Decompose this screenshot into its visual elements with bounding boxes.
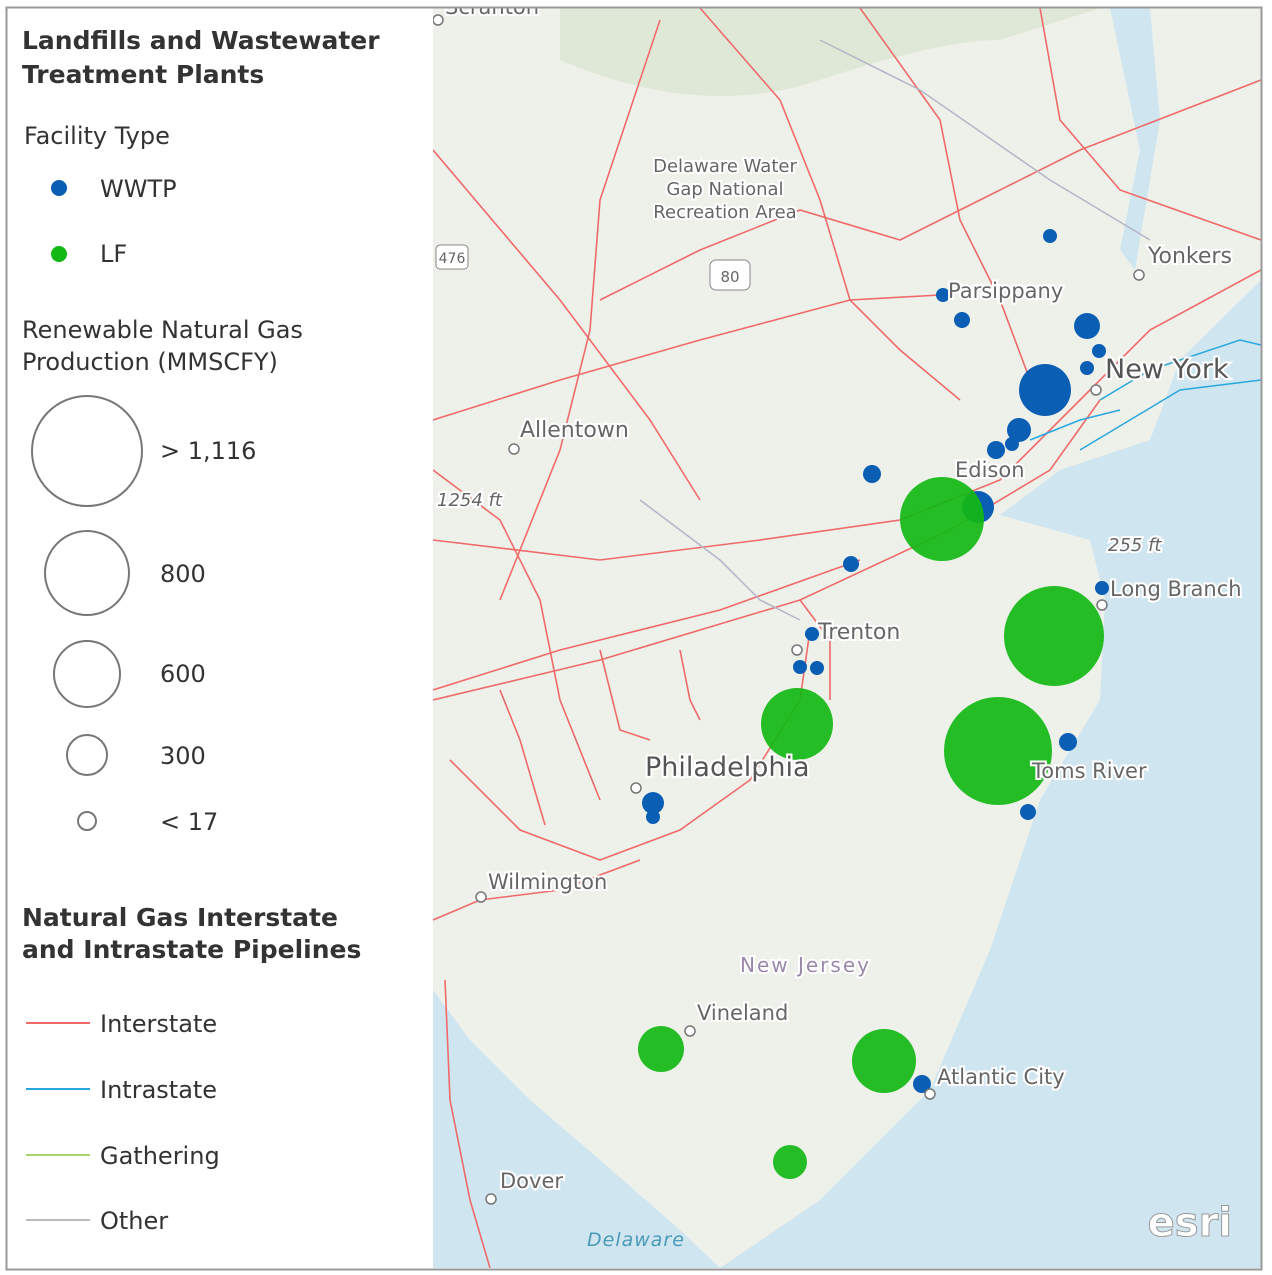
legend-item: Other	[100, 1207, 168, 1235]
lf	[773, 1145, 807, 1179]
legend-item: Gathering	[100, 1142, 220, 1170]
lf	[944, 697, 1052, 805]
wwtp	[646, 810, 660, 824]
map-label: New York	[1105, 354, 1229, 385]
map-labels: Scranton Delaware Water Gap National Rec…	[435, 0, 1244, 1251]
wwtp	[642, 792, 664, 814]
wwtp	[1007, 418, 1031, 442]
map-label: Dover	[500, 1169, 563, 1193]
wwtp	[1059, 733, 1077, 751]
legend-heading: Facility Type	[24, 122, 170, 150]
wwtp	[810, 661, 824, 675]
size-swatches	[31, 395, 143, 831]
map-label: Delaware Water	[653, 156, 797, 177]
hudson	[1110, 8, 1160, 270]
map-label: 1254 ft	[437, 490, 503, 511]
map-label: 255 ft	[1108, 535, 1162, 556]
wwtp	[954, 312, 970, 328]
map-label: Trenton	[817, 620, 900, 645]
map-label: Vineland	[697, 1001, 788, 1025]
legend-panel	[8, 8, 433, 1268]
size-label: 800	[160, 560, 206, 588]
wwtp	[1095, 581, 1109, 595]
map-label: Scranton	[445, 0, 539, 19]
map-label: Recreation Area	[653, 202, 796, 223]
frame	[5, 6, 1263, 1271]
wwtp	[1080, 361, 1094, 375]
intrastate-pipelines	[1029, 339, 1261, 451]
wwtp	[793, 660, 807, 674]
wwtp	[1020, 804, 1036, 820]
water-label: Delaware	[587, 1229, 685, 1251]
route-shield: 80	[720, 268, 739, 286]
legend-item: WWTP	[100, 175, 177, 203]
city-markers	[433, 14, 1145, 1205]
map-label: Wilmington	[488, 870, 607, 894]
legend-swatch	[51, 180, 67, 196]
lf	[1004, 586, 1104, 686]
map-label: Long Branch	[1110, 577, 1242, 601]
lf	[852, 1029, 916, 1093]
lf-facilities	[638, 477, 1104, 1179]
legend-item: Interstate	[100, 1010, 217, 1038]
map-label: Atlantic City	[937, 1065, 1065, 1089]
map-label: Gap National	[666, 179, 783, 200]
wwtp	[1043, 229, 1057, 243]
wwtp	[1005, 437, 1019, 451]
map-label: Philadelphia	[645, 752, 810, 783]
map: Scranton Delaware Water Gap National Rec…	[433, 0, 1261, 1268]
delaware-bay	[433, 990, 720, 1268]
wwtp	[863, 465, 881, 483]
lf	[761, 688, 833, 760]
map-label: Yonkers	[1147, 244, 1232, 269]
map-label: Allentown	[520, 418, 629, 443]
legend-swatch	[51, 246, 67, 262]
wwtp	[913, 1075, 931, 1093]
lf	[638, 1026, 684, 1072]
size-label: < 17	[160, 808, 218, 836]
legend-item: LF	[100, 240, 127, 268]
wwtp	[1019, 364, 1071, 416]
size-label: > 1,116	[160, 437, 256, 465]
map-label: Edison	[955, 458, 1025, 482]
size-label: 300	[160, 742, 206, 770]
wwtp	[843, 556, 859, 572]
ocean	[720, 280, 1261, 1268]
legend-heading: Natural Gas Interstate and Intrastate Pi…	[22, 903, 362, 964]
forest	[560, 8, 1100, 96]
lf	[900, 477, 984, 561]
wwtp	[1074, 313, 1100, 339]
map-label: New Jersey	[740, 953, 871, 977]
size-label: 600	[160, 660, 206, 688]
wwtp-facilities	[642, 229, 1109, 1093]
route-shield: 476	[439, 251, 466, 267]
legend-title: Landfills and Wastewater Treatment Plant…	[22, 26, 380, 89]
map-label: Toms River	[1031, 759, 1147, 783]
wwtp	[936, 288, 950, 302]
wwtp	[805, 627, 819, 641]
wwtp	[987, 441, 1005, 459]
legend-heading: Renewable Natural Gas Production (MMSCFY…	[22, 316, 303, 376]
attribution: esri	[1148, 1200, 1232, 1246]
map-label: Parsippany	[948, 279, 1063, 303]
legend-item: Intrastate	[100, 1076, 217, 1104]
wwtp	[1092, 344, 1106, 358]
other-pipelines	[639, 39, 1151, 621]
